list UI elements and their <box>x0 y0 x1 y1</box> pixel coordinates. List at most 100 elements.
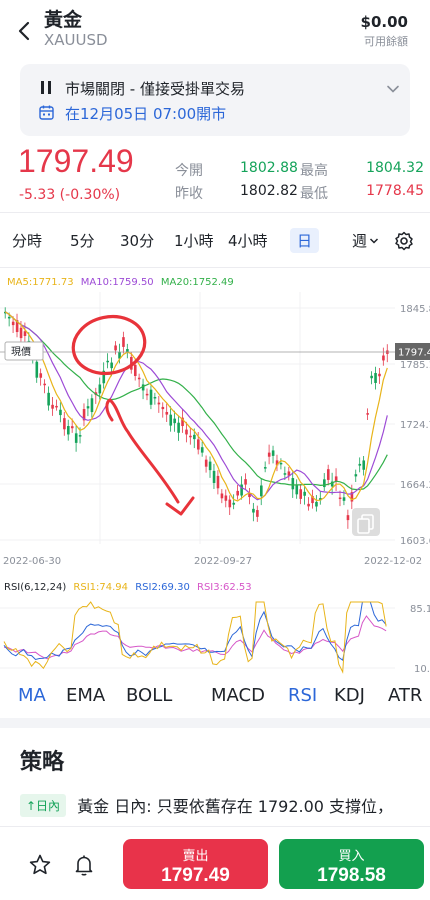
candle <box>378 373 381 377</box>
fullscreen-button[interactable] <box>352 508 380 536</box>
buy-button[interactable]: 買入 1798.58 <box>279 839 424 889</box>
market-status-card[interactable]: 市場關閉 - 僅接受掛單交易 在12月05日 07:00開市 <box>20 64 410 136</box>
period-tab-week-label: 週 <box>352 232 368 250</box>
candle <box>161 406 165 410</box>
back-arrow-icon[interactable] <box>14 20 36 42</box>
rsi1-line <box>3 601 387 674</box>
candle <box>358 463 362 466</box>
candle <box>263 467 267 469</box>
chevron-down-icon[interactable] <box>386 82 400 96</box>
candle <box>374 372 377 383</box>
open-label: 今開 <box>175 163 203 179</box>
candle <box>291 478 295 490</box>
candle <box>70 426 74 429</box>
candle <box>78 435 82 437</box>
indicator-tab-rsi[interactable]: RSI <box>288 685 318 706</box>
candle <box>256 510 259 517</box>
rsi2-line <box>3 601 387 661</box>
ma10-line <box>4 311 388 501</box>
candle <box>126 349 129 353</box>
period-tab-day[interactable]: 日 <box>290 228 320 253</box>
candle <box>252 508 255 513</box>
y-tick: 1785.1 <box>400 360 430 371</box>
rsi-legend: RSI(6,12,24) RSI1:74.94 RSI2:69.30 RSI3:… <box>4 582 256 593</box>
period-tab-30m[interactable]: 30分 <box>120 232 155 250</box>
candle <box>4 311 7 314</box>
gear-icon[interactable] <box>394 231 414 251</box>
indicator-tab-ma[interactable]: MA <box>18 685 46 706</box>
candle <box>118 351 121 359</box>
rsi-chart[interactable]: 85.1 10. <box>0 598 430 676</box>
candle <box>102 370 106 384</box>
pause-icon <box>41 81 51 94</box>
y-tick: 1603.6 <box>400 536 430 547</box>
candle <box>295 485 299 495</box>
ma10-legend: MA10:1759.50 <box>80 277 154 288</box>
star-icon[interactable] <box>28 853 52 877</box>
y-tick: 1724.7 <box>400 420 430 431</box>
candle <box>185 429 188 435</box>
candle <box>74 433 78 443</box>
candle <box>200 447 204 453</box>
bell-icon[interactable] <box>72 853 96 877</box>
period-tab-1h[interactable]: 1小時 <box>174 232 214 250</box>
current-label: 現價 <box>11 345 31 358</box>
candle <box>43 383 46 386</box>
candle <box>260 485 263 497</box>
candle <box>232 502 236 505</box>
candle <box>271 450 275 456</box>
strategy-title: 策略 <box>20 750 65 775</box>
candle <box>137 377 141 380</box>
candle <box>382 355 385 361</box>
y-tick: 1664.2 <box>400 480 430 491</box>
candle <box>90 398 94 413</box>
candlestick-chart[interactable]: 現價 1797.4 1845.8 1785.1 1724.7 1664.2 16… <box>0 292 430 570</box>
market-status-text: 市場關閉 - 僅接受掛單交易 <box>65 80 245 98</box>
candle <box>63 418 66 430</box>
candle <box>323 479 326 488</box>
candle <box>216 475 220 489</box>
candle <box>181 417 184 427</box>
y-tick: 1845.8 <box>400 304 430 315</box>
period-tab-week[interactable]: 週 <box>352 230 379 251</box>
prev-close-value: 1802.82 <box>240 183 298 199</box>
indicator-tab-ema[interactable]: EMA <box>66 685 106 706</box>
indicator-tab-macd[interactable]: MACD <box>211 685 265 706</box>
ma5-line <box>4 311 388 502</box>
candle <box>244 479 247 485</box>
strategy-item[interactable]: ↑日內 黃金 日內: 只要依舊存在 1792.00 支撐位， <box>20 793 430 819</box>
candle <box>224 495 228 501</box>
open-value: 1802.88 <box>240 160 298 176</box>
candle <box>208 461 212 471</box>
balance-amount[interactable]: $0.00 <box>360 13 408 31</box>
indicator-tab-kdj[interactable]: KDJ <box>334 685 365 706</box>
high-value: 1804.32 <box>366 160 424 176</box>
candle <box>110 362 113 369</box>
candle <box>23 331 27 336</box>
ma20-line <box>4 311 388 491</box>
candle <box>153 396 157 399</box>
x-tick: 2022-06-30 <box>3 556 61 567</box>
candle <box>346 515 350 521</box>
candle <box>311 496 314 504</box>
candle <box>82 409 86 421</box>
period-tab-5m[interactable]: 5分 <box>70 232 95 250</box>
candle <box>220 493 224 499</box>
candle <box>19 327 23 339</box>
period-tab-time[interactable]: 分時 <box>12 232 43 250</box>
candle <box>350 492 354 502</box>
candle <box>177 422 180 433</box>
rsi-axis-bottom: 10. <box>414 664 430 675</box>
rsi2-legend: RSI2:69.30 <box>135 582 190 593</box>
candle <box>197 439 200 450</box>
indicator-tab-boll[interactable]: BOLL <box>126 685 173 706</box>
indicator-tab-atr[interactable]: ATR <box>388 685 423 706</box>
candle <box>86 406 90 409</box>
period-tab-4h[interactable]: 4小時 <box>228 232 268 250</box>
candle <box>248 493 251 498</box>
candle <box>169 414 173 426</box>
sell-button[interactable]: 賣出 1797.49 <box>123 839 268 889</box>
candle <box>98 384 102 394</box>
ma20-legend: MA20:1752.49 <box>160 277 234 288</box>
current-label-box: 現價 <box>4 341 44 361</box>
